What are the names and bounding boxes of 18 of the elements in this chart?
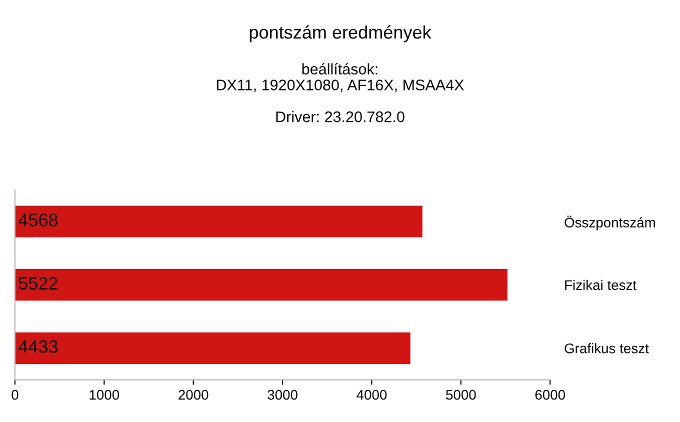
chart-title: pontszám eredmények — [250, 25, 432, 42]
data-label: 4568 — [18, 214, 58, 226]
y-tick-label: Grafikus teszt — [564, 343, 649, 354]
data-label: 4433 — [18, 340, 58, 353]
x-tick-label: 3000 — [268, 390, 298, 400]
x-tick-label: 0 — [12, 390, 18, 400]
data-label: 5522 — [18, 276, 58, 290]
x-tick-label: 1000 — [90, 390, 120, 400]
x-tick-label: 5000 — [446, 390, 476, 400]
y-tick-label: Fizikai teszt — [565, 280, 636, 290]
bar — [14, 269, 508, 301]
bar — [14, 332, 410, 364]
bar — [14, 206, 422, 238]
y-tick-label: Összpontszám — [564, 216, 655, 230]
text: beállítások: DX11, 1920X1080, AF16X, MSAA4X Driver: 23.20.782.0 — [216, 63, 464, 122]
x-tick-label: 2000 — [178, 390, 208, 400]
x-tick-label: 4000 — [356, 390, 387, 400]
x-tick-label: 6000 — [535, 390, 566, 400]
